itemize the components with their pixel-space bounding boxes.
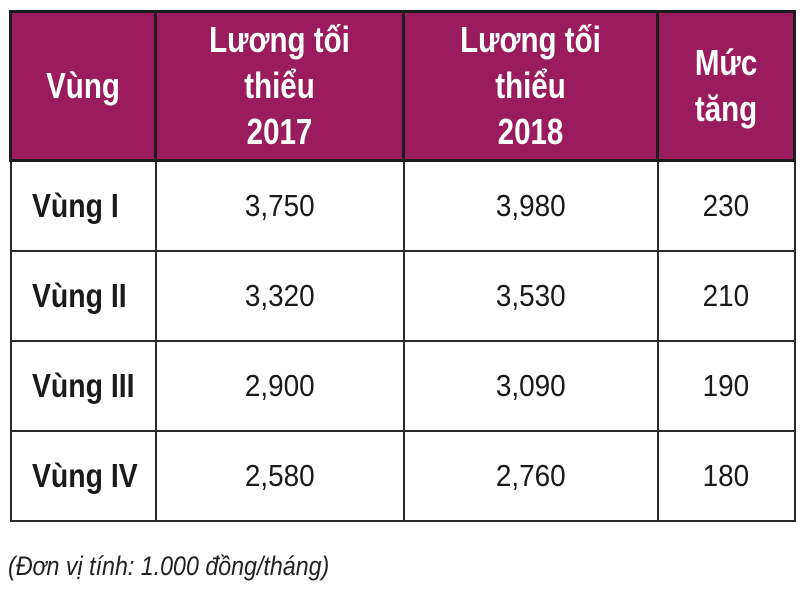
wage-2017-value: 3,750 (244, 188, 315, 223)
wage-2017-cell: 2,900 (154, 340, 405, 432)
wage-2018-value: 3,090 (495, 368, 566, 403)
table-body: Vùng I 3,750 3,980 230 Vùng II 3,320 3,5… (9, 159, 796, 522)
table-row: Vùng III 2,900 3,090 190 (9, 340, 796, 432)
wage-2018-value: 3,980 (495, 188, 566, 223)
region-label: Vùng III (31, 367, 134, 404)
header-wage-2017-label: Lương tối thiểu 2017 (209, 19, 350, 152)
region-label: Vùng I (31, 187, 119, 224)
wage-2017-value: 2,900 (244, 368, 315, 403)
wage-2017-cell: 3,320 (154, 250, 405, 342)
region-cell: Vùng II (9, 250, 157, 342)
increase-value: 180 (702, 458, 750, 493)
region-cell: Vùng III (9, 340, 157, 432)
minimum-wage-table: Vùng Lương tối thiểu 2017 Lương tối thiể… (9, 10, 796, 522)
wage-2017-value: 3,320 (244, 278, 315, 313)
table-header: Vùng Lương tối thiểu 2017 Lương tối thiể… (9, 10, 796, 162)
header-region: Vùng (9, 10, 157, 162)
header-wage-2018: Lương tối thiểu 2018 (402, 10, 659, 162)
increase-cell: 210 (656, 250, 796, 342)
increase-cell: 230 (656, 159, 796, 252)
increase-value: 210 (702, 278, 750, 313)
region-cell: Vùng IV (9, 430, 157, 522)
wage-2018-cell: 3,530 (402, 250, 659, 342)
header-region-label: Vùng (46, 65, 120, 106)
wage-2018-value: 2,760 (495, 458, 566, 493)
table-row: Vùng I 3,750 3,980 230 (9, 159, 796, 252)
wage-2018-cell: 3,980 (402, 159, 659, 252)
header-increase: Mức tăng (656, 10, 796, 162)
region-cell: Vùng I (9, 159, 157, 252)
wage-2017-cell: 3,750 (154, 159, 405, 252)
wage-2017-cell: 2,580 (154, 430, 405, 522)
region-label: Vùng II (31, 277, 127, 314)
wage-2018-cell: 3,090 (402, 340, 659, 432)
table-row: Vùng II 3,320 3,530 210 (9, 250, 796, 342)
increase-cell: 180 (656, 430, 796, 522)
header-row: Vùng Lương tối thiểu 2017 Lương tối thiể… (9, 10, 796, 162)
region-label: Vùng IV (31, 457, 138, 494)
header-wage-2017: Lương tối thiểu 2017 (154, 10, 405, 162)
increase-cell: 190 (656, 340, 796, 432)
wage-2018-value: 3,530 (495, 278, 566, 313)
wage-2017-value: 2,580 (244, 458, 315, 493)
increase-value: 230 (702, 188, 750, 223)
header-increase-label: Mức tăng (694, 42, 758, 129)
header-wage-2018-label: Lương tối thiểu 2018 (460, 19, 601, 152)
wage-2018-cell: 2,760 (402, 430, 659, 522)
increase-value: 190 (702, 368, 750, 403)
table-row: Vùng IV 2,580 2,760 180 (9, 430, 796, 522)
unit-note: (Đơn vị tính: 1.000 đồng/tháng) (8, 551, 330, 581)
